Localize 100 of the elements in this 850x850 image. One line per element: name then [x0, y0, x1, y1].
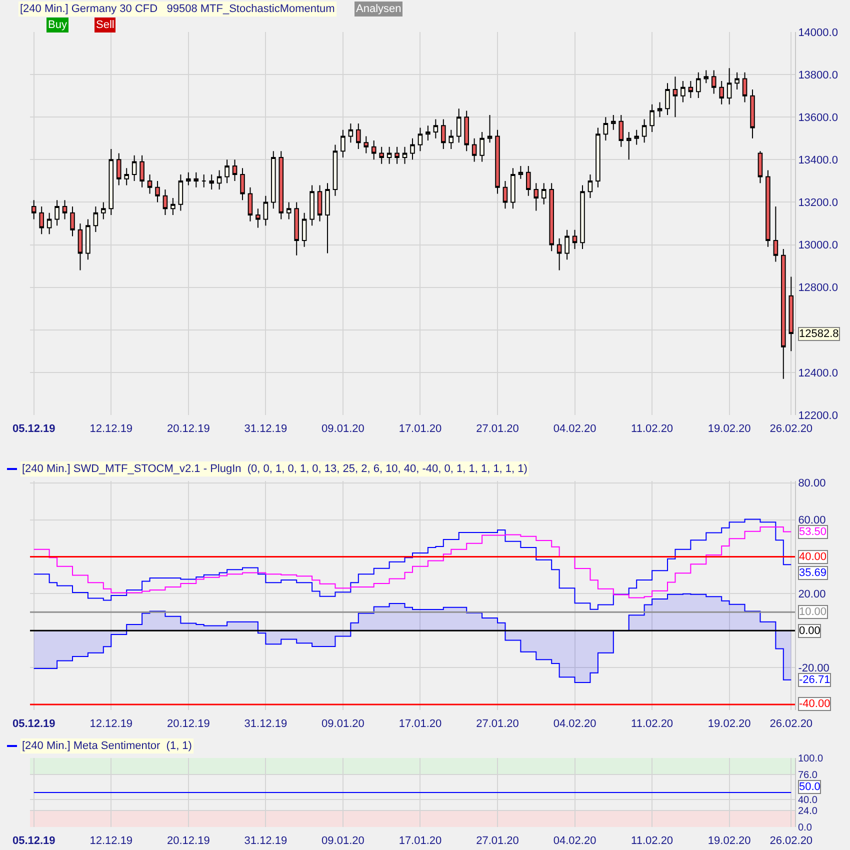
annotation: 53.50 [799, 526, 827, 538]
candlestick [54, 200, 60, 226]
candlestick [526, 166, 531, 196]
x-tick-label: 27.01.20 [476, 835, 519, 847]
candlestick [402, 146, 408, 164]
x-tick-label: 05.12.19 [12, 835, 56, 847]
candlestick [140, 154, 144, 188]
y-tick-label: 100.0 [798, 754, 824, 764]
y-tick-label: 13800.0 [798, 69, 838, 82]
x-tick-label: 09.01.20 [322, 423, 364, 435]
candlestick [379, 146, 384, 164]
candlestick [116, 152, 122, 186]
ref-line-label: 0.00 [799, 625, 820, 637]
candlestick [502, 180, 508, 210]
text: Buy [48, 19, 68, 31]
x-tick-label: 05.12.19 [12, 718, 56, 730]
y-tick-label: 12800.0 [798, 282, 838, 294]
candlestick [788, 276, 794, 352]
candlestick [650, 104, 654, 133]
x-tick-label: 27.01.20 [476, 718, 519, 730]
x-tick-label: 05.12.19 [12, 423, 56, 435]
candlestick [564, 229, 570, 260]
candlestick [773, 206, 778, 262]
candlestick [278, 150, 284, 220]
candlestick [170, 197, 176, 216]
x-tick-label: 31.12.19 [244, 423, 288, 435]
candlestick [580, 184, 585, 250]
x-tick-label: 04.02.20 [553, 718, 596, 730]
candlestick [603, 116, 608, 142]
chart-title: [240 Min.] Meta Sentimentor (1, 1) [22, 740, 192, 752]
x-tick-label: 12.12.19 [90, 423, 133, 435]
candlestick [271, 150, 276, 210]
x-tick-label: 26.02.20 [770, 718, 813, 730]
candlestick [348, 122, 354, 144]
candlestick [626, 132, 632, 160]
x-tick-label: 12.12.19 [90, 835, 133, 847]
candlestick [310, 184, 314, 226]
candlestick [155, 180, 160, 203]
x-tick-label: 17.01.20 [398, 423, 442, 435]
y-tick-label: 76.0 [798, 770, 818, 782]
candlestick [39, 206, 44, 235]
y-tick-label: 13400.0 [798, 154, 838, 167]
candlestick [263, 195, 268, 226]
x-tick-label: 11.02.20 [631, 423, 674, 435]
candlestick [31, 200, 36, 220]
candlestick [325, 182, 330, 254]
candlestick [464, 110, 469, 152]
x-tick-label: 11.02.20 [631, 835, 674, 847]
candlestick [441, 118, 446, 150]
ref-line-label: 10.00 [799, 606, 827, 618]
candlestick [62, 200, 68, 220]
x-tick-label: 31.12.19 [244, 835, 288, 847]
candlestick [480, 132, 484, 162]
ref-line-label: -40.00 [799, 698, 830, 710]
x-tick-label: 12.12.19 [90, 718, 133, 730]
candlestick [766, 170, 770, 248]
candlestick [534, 182, 539, 212]
candlestick [124, 168, 129, 186]
ref-line-label: 40.00 [799, 551, 827, 563]
candlestick [734, 72, 740, 90]
candlestick [642, 118, 647, 144]
y-tick-label: 13000.0 [798, 240, 838, 252]
y-tick-label: 40.0 [798, 794, 818, 806]
candlestick [410, 138, 415, 160]
candlestick [634, 129, 639, 146]
y-tick-label: -20.00 [798, 662, 830, 674]
y-tick-label: 13600.0 [798, 112, 838, 124]
y-tick-label: 20.00 [798, 588, 826, 600]
candlestick [86, 218, 90, 260]
candlestick [162, 188, 168, 216]
candlestick [232, 159, 238, 182]
y-tick-label: 12200.0 [798, 410, 838, 422]
candlestick [726, 68, 732, 105]
x-tick-label: 09.01.20 [322, 835, 364, 847]
candlestick [132, 154, 137, 182]
candlestick [332, 144, 338, 196]
y-tick-label: 24.0 [798, 806, 818, 817]
x-tick-label: 04.02.20 [553, 423, 596, 435]
candlestick [750, 88, 755, 139]
x-tick-label: 19.02.20 [708, 718, 751, 730]
candlestick [495, 129, 500, 194]
y-tick-label: 80.00 [798, 478, 826, 490]
candlestick [386, 146, 392, 164]
chart-title: [240 Min.] Germany 30 CFD 99508 MTF_StochasticMomentum [20, 3, 335, 15]
candlestick [108, 148, 114, 216]
text: Sell [96, 19, 114, 31]
candlestick [394, 146, 400, 164]
x-tick-label: 19.02.20 [708, 835, 751, 847]
candlestick [665, 82, 670, 116]
candlestick [688, 80, 694, 98]
candlestick [418, 127, 423, 152]
candlestick [256, 208, 260, 228]
candlestick [433, 118, 438, 139]
candlestick [448, 129, 454, 150]
candlestick [340, 129, 346, 158]
candlestick [46, 212, 52, 235]
candlestick [657, 102, 662, 118]
x-tick-label: 17.01.20 [398, 718, 442, 730]
x-tick-label: 11.02.20 [631, 718, 674, 730]
candlestick [186, 172, 191, 186]
